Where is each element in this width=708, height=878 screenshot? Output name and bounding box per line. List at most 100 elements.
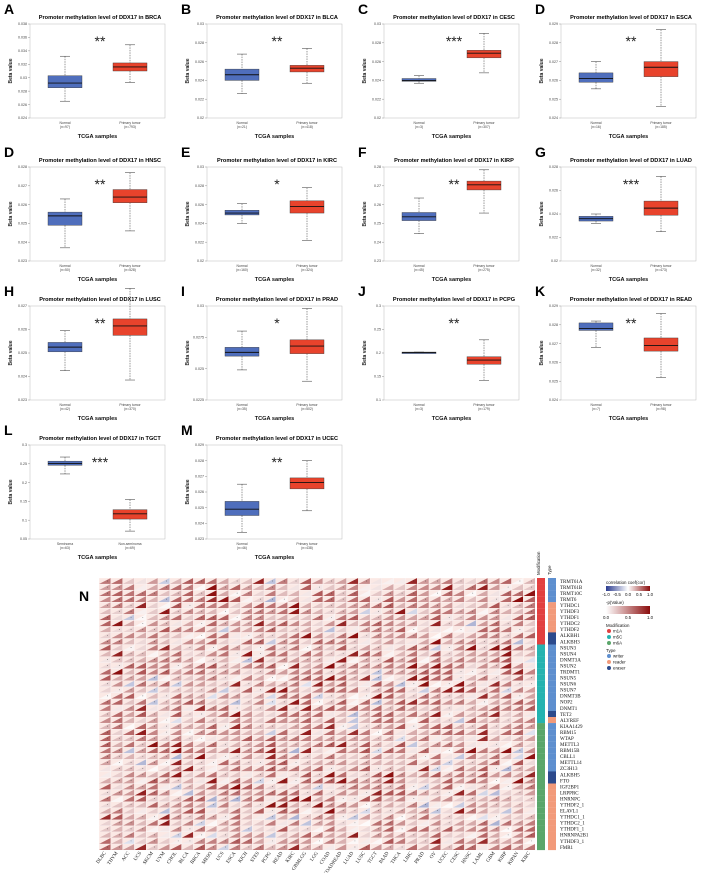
heatmap-cell-triangle xyxy=(299,831,312,838)
significance-dot xyxy=(295,725,297,727)
type-cell xyxy=(548,717,556,724)
heatmap-cell-triangle xyxy=(216,741,229,748)
y-tick-label: 0.022 xyxy=(195,97,204,101)
significance-dot xyxy=(154,689,155,691)
significance-dot xyxy=(448,616,450,618)
heatmap-cell-triangle xyxy=(311,837,323,844)
y-tick-label: 0.025 xyxy=(18,222,27,226)
heatmap-cell-triangle xyxy=(263,813,276,820)
box-second-group: Primary tumor(n=185) xyxy=(643,29,679,129)
box-iqr xyxy=(643,61,679,77)
box-iqr xyxy=(112,318,148,336)
significance-dot xyxy=(319,616,320,618)
significance-dot xyxy=(413,580,415,582)
significance-dot xyxy=(448,719,450,721)
significance-dot xyxy=(354,816,356,818)
heatmap-cell-triangle xyxy=(499,656,512,663)
heatmap-cell-triangle xyxy=(523,698,535,705)
significance-dot xyxy=(331,701,332,703)
heatmap-cell-triangle xyxy=(122,608,135,615)
significance-dot xyxy=(496,725,497,727)
heatmap-cell-triangle xyxy=(169,765,182,772)
heatmap-cell-triangle xyxy=(499,777,512,784)
significance-dot xyxy=(201,846,203,848)
heatmap-cell-triangle xyxy=(452,831,465,838)
heatmap-cell-triangle xyxy=(99,729,111,736)
significance-dot xyxy=(519,840,521,842)
significance-dot xyxy=(260,683,262,685)
y-tick-label: 0.027 xyxy=(18,184,27,188)
heatmap-row-label: KIAA1429 xyxy=(560,725,583,730)
modification-cell xyxy=(537,644,545,651)
heatmap-cell-triangle xyxy=(499,632,512,639)
significance-dot xyxy=(366,810,368,812)
heatmap-cell-triangle xyxy=(228,783,241,790)
heatmap-cell-triangle xyxy=(110,747,123,754)
heatmap-cell-triangle xyxy=(381,674,394,681)
significance-dot xyxy=(224,683,226,685)
heatmap-cell-triangle xyxy=(287,674,300,681)
heatmap-cell-triangle xyxy=(287,668,300,675)
heatmap-cell-triangle xyxy=(358,614,371,621)
heatmap-cell-triangle xyxy=(146,753,158,760)
heatmap-cell-triangle xyxy=(405,753,418,760)
y-tick-label: 0.3 xyxy=(22,443,27,447)
heatmap-cell-triangle xyxy=(370,668,382,675)
heatmap-cell-triangle xyxy=(216,813,229,820)
heatmap-cell-triangle xyxy=(370,602,382,609)
heatmap-cell-triangle xyxy=(228,686,241,693)
significance-dot xyxy=(342,671,344,673)
significance-dot xyxy=(389,707,391,709)
heatmap-cell-triangle xyxy=(381,668,394,675)
heatmap-cell-triangle xyxy=(440,759,453,766)
significance-dot xyxy=(342,598,344,600)
plot-frame xyxy=(206,166,343,262)
significance-dot xyxy=(177,816,179,818)
heatmap-cell-triangle xyxy=(476,692,488,699)
heatmap-cell-triangle xyxy=(275,620,288,627)
heatmap-row-label: ZC3H13 xyxy=(560,767,578,772)
significance-dot xyxy=(507,647,509,648)
heatmap-cell-triangle xyxy=(205,590,217,597)
heatmap-cell-triangle xyxy=(99,668,111,675)
significance-dot xyxy=(342,665,344,666)
heatmap-cell-triangle xyxy=(122,789,135,796)
significance-dot xyxy=(401,816,403,818)
y-tick-label: 0.024 xyxy=(18,375,27,379)
heatmap-cell-triangle xyxy=(322,662,335,669)
heatmap-cell-triangle xyxy=(205,656,217,663)
box-iqr xyxy=(47,75,83,88)
heatmap-column-label: KICH xyxy=(238,851,249,864)
significance-dot xyxy=(519,846,521,848)
box-first-group: Normal(n=32) xyxy=(578,213,614,272)
heatmap-cell-triangle xyxy=(169,608,182,615)
heatmap-cell-triangle xyxy=(405,819,418,826)
heatmap-cell-triangle xyxy=(511,765,524,772)
significance-dot xyxy=(366,689,368,691)
heatmap-cell-triangle xyxy=(381,680,394,687)
heatmap-cell-triangle xyxy=(99,620,111,627)
significance-dot xyxy=(260,653,262,654)
heatmap-cell-triangle xyxy=(299,668,312,675)
significance-dot xyxy=(118,719,120,721)
significance-dot xyxy=(189,786,191,787)
heatmap-cell-triangle xyxy=(240,801,253,808)
heatmap-cell-triangle xyxy=(405,813,418,820)
heatmap-cell-triangle xyxy=(240,704,253,711)
heatmap-cell-triangle xyxy=(193,626,206,633)
heatmap-cell-triangle xyxy=(311,729,323,736)
heatmap-cell-triangle xyxy=(334,795,347,802)
heatmap-cell-triangle xyxy=(346,662,359,669)
heatmap-cell-triangle xyxy=(122,831,135,838)
heatmap-cell-triangle xyxy=(417,723,429,730)
heatmap-cell-triangle xyxy=(499,614,512,621)
x-axis-label: TCGA samples xyxy=(78,555,118,561)
significance-dot xyxy=(154,592,155,594)
heatmap-cell-triangle xyxy=(452,783,465,790)
heatmap-cell-triangle xyxy=(299,602,312,609)
heatmap-cell-triangle xyxy=(381,698,394,705)
heatmap-cell-triangle xyxy=(523,662,535,669)
heatmap-cell-triangle xyxy=(169,735,182,742)
heatmap-cell-triangle xyxy=(346,686,359,693)
heatmap-cell-triangle xyxy=(110,765,123,772)
